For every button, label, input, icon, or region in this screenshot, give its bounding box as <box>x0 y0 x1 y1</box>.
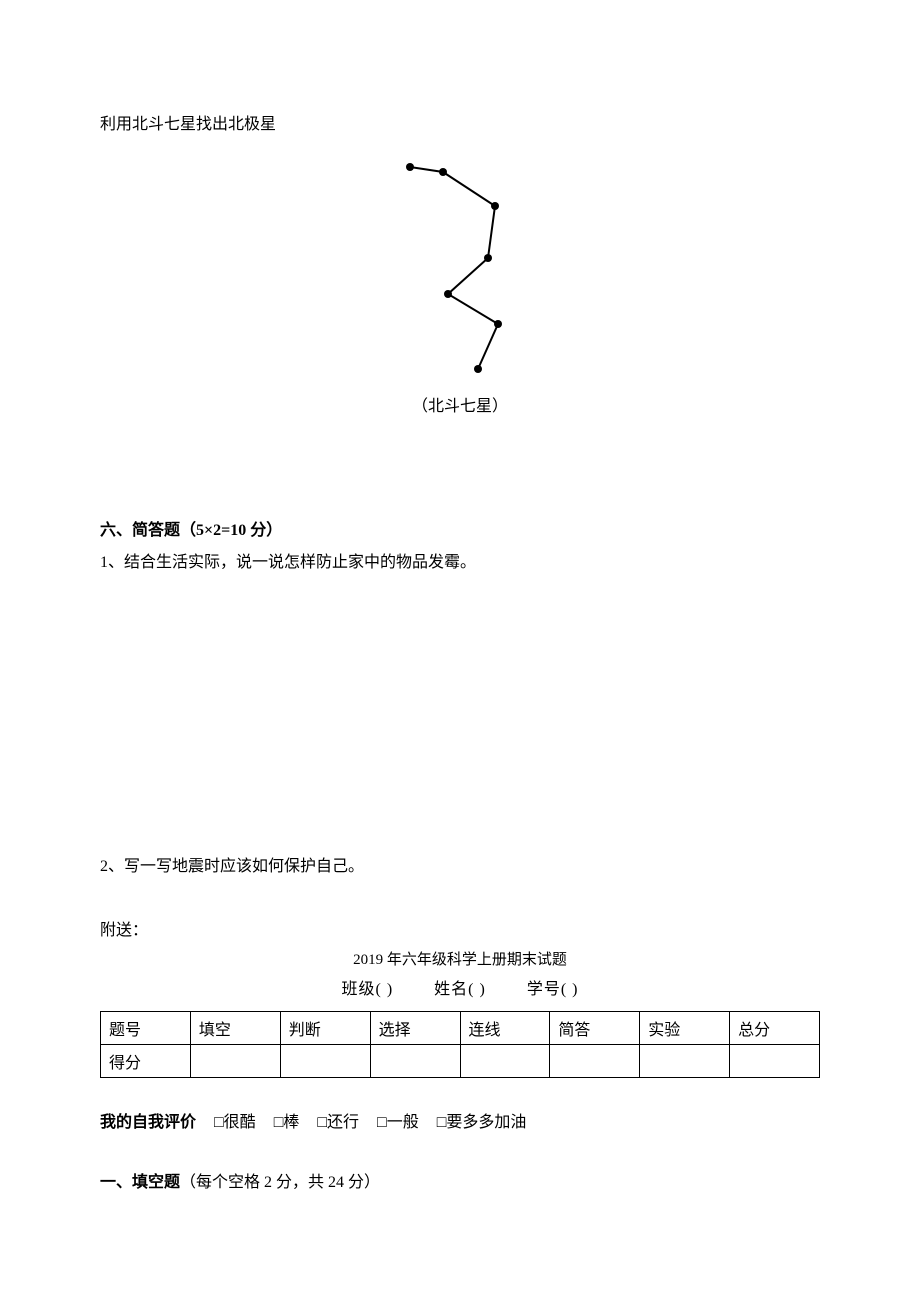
table-cell <box>460 1045 550 1078</box>
self-eval-line: 我的自我评价 □很酷 □棒 □还行 □一般 □要多多加油 <box>100 1108 820 1132</box>
student-info-line: 班级( ) 姓名( ) 学号( ) <box>100 975 820 999</box>
self-eval-option: □一般 <box>377 1114 419 1131</box>
score-table: 题号填空判断选择连线简答实验总分 得分 <box>100 1011 820 1078</box>
table-header-cell: 选择 <box>370 1012 460 1045</box>
section-1-rest: （每个空格 2 分，共 24 分） <box>180 1174 380 1191</box>
self-eval-label: 我的自我评价 <box>100 1114 196 1131</box>
table-header-cell: 实验 <box>640 1012 730 1045</box>
table-header-row: 题号填空判断选择连线简答实验总分 <box>101 1012 820 1045</box>
table-cell <box>550 1045 640 1078</box>
question-1: 1、结合生活实际，说一说怎样防止家中的物品发霉。 <box>100 548 820 572</box>
big-dipper-diagram: （北斗七星） <box>100 154 820 416</box>
section-1-bold: 一、填空题 <box>100 1174 180 1191</box>
table-header-cell: 题号 <box>101 1012 191 1045</box>
table-cell <box>730 1045 820 1078</box>
table-row-label: 得分 <box>101 1045 191 1078</box>
instruction-text: 利用北斗七星找出北极星 <box>100 110 820 134</box>
self-eval-option: □棒 <box>274 1114 300 1131</box>
table-header-cell: 连线 <box>460 1012 550 1045</box>
appendix-title: 2019 年六年级科学上册期末试题 <box>100 948 820 969</box>
big-dipper-svg <box>380 154 540 384</box>
table-score-row: 得分 <box>101 1045 820 1078</box>
class-field: 班级( ) <box>341 981 393 998</box>
table-cell <box>640 1045 730 1078</box>
appendix-label: 附送： <box>100 916 820 940</box>
table-header-cell: 填空 <box>190 1012 280 1045</box>
table-header-cell: 总分 <box>730 1012 820 1045</box>
section-1-header: 一、填空题（每个空格 2 分，共 24 分） <box>100 1168 820 1192</box>
table-header-cell: 判断 <box>280 1012 370 1045</box>
name-field: 姓名( ) <box>434 981 486 998</box>
table-header-cell: 简答 <box>550 1012 640 1045</box>
table-cell <box>190 1045 280 1078</box>
question-2: 2、写一写地震时应该如何保护自己。 <box>100 852 820 876</box>
section-6-header: 六、简答题（5×2=10 分） <box>100 516 820 540</box>
table-cell <box>370 1045 460 1078</box>
diagram-caption: （北斗七星） <box>412 392 508 416</box>
self-eval-option: □还行 <box>317 1114 359 1131</box>
self-eval-option: □要多多加油 <box>437 1114 527 1131</box>
table-cell <box>280 1045 370 1078</box>
id-field: 学号( ) <box>527 981 579 998</box>
self-eval-option: □很酷 <box>214 1114 256 1131</box>
